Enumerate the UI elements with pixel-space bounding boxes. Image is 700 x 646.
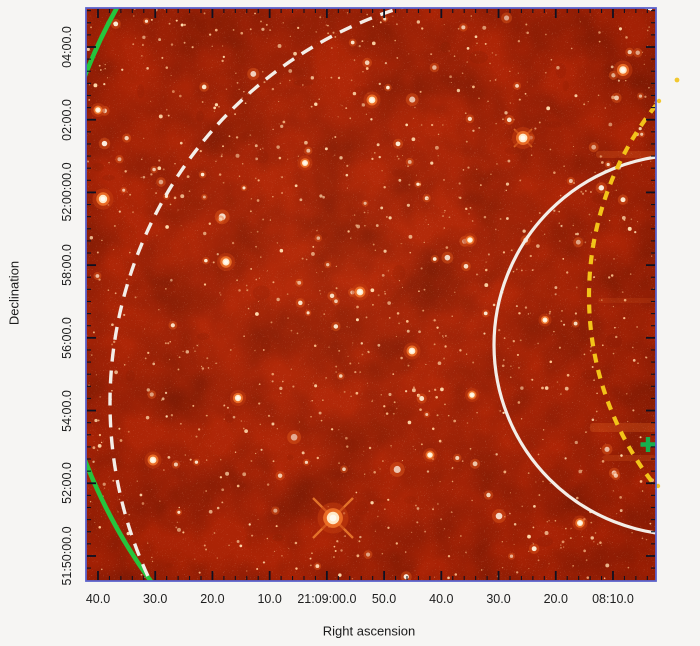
x-tick-label: 30.0 [143,591,168,606]
y-tick-label: 02:00.0 [59,98,74,141]
yellow-dash-speck [655,483,661,489]
green-plus-marker [640,437,656,452]
y-axis-title: Declination [6,260,22,326]
x-tick-label: 08:10.0 [592,591,634,606]
region-overlays [86,8,656,581]
plot-frame-border [85,7,657,582]
y-tick-label: 54:00.0 [59,389,74,432]
y-tick-label: 56:00.0 [59,316,74,359]
x-tick-label: 30.0 [486,591,511,606]
x-axis-title: Right ascension [322,623,416,639]
x-tick-label: 10.0 [257,591,282,606]
x-tick-label: 21:09:00.0 [297,591,357,606]
x-tick-label: 20.0 [200,591,225,606]
yellow-dash-speck [656,98,662,104]
y-tick-label: 04:00.0 [59,26,74,68]
axis-ticks [87,9,655,580]
y-tick-label: 52:00:00.0 [59,162,74,222]
y-tick-label: 58:00.0 [59,244,74,286]
white-solid-circle-region [492,155,656,535]
y-tick-label: 51:50:00.0 [59,526,74,586]
yellow-dash-speck [674,77,680,83]
white-dashed-circle-region [108,8,656,581]
yellow-dashed-circle-region [586,102,656,490]
x-tick-label: 40.0 [429,591,454,606]
y-tick-label: 52:00.0 [59,462,74,505]
x-tick-label: 50.0 [371,591,397,606]
x-tick-label: 40.0 [85,591,111,606]
x-tick-label: 20.0 [543,591,568,606]
